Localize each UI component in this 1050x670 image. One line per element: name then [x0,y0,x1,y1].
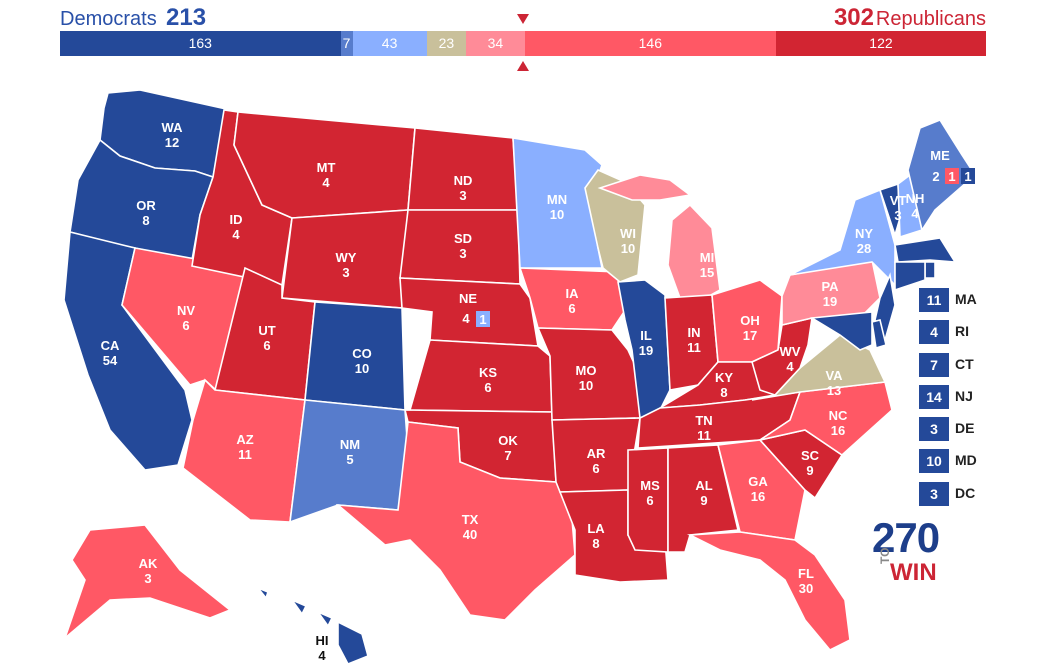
state-nm[interactable] [289,399,409,524]
hi-ev-label: 4 [318,648,326,663]
democrats-label: Democrats [60,8,157,30]
state-label-hi: HI [316,633,329,648]
logo-number: 270 [872,514,940,561]
bar-segment-likely-dem[interactable]: 7 [340,31,353,56]
nebraska-district: 1 [476,311,490,327]
state-ar[interactable] [551,417,641,493]
republicans-label: Republicans [875,8,986,30]
me-district-atlarge-box[interactable] [929,168,943,184]
small-state-ev-box[interactable]: 10 [919,449,949,474]
state-mt[interactable] [233,111,416,219]
state-ny[interactable] [789,188,896,287]
small-state-abbr: RI [955,323,969,340]
state-ak[interactable] [63,524,232,641]
state-sd[interactable] [399,209,521,285]
state-de[interactable] [871,319,887,350]
270towin-logo: 270 TO WIN [872,516,952,586]
me-district-2-box[interactable] [945,168,959,184]
small-states-legend: 11 MA 4 RI 7 CT 14 NJ 3 DE 10 MD 3 DC [919,288,989,514]
small-state-ev-box[interactable]: 11 [919,288,949,312]
small-state-ma[interactable]: 11 MA [919,288,989,320]
270-marker-bottom-icon [517,61,529,71]
small-state-de[interactable]: 3 DE [919,417,989,449]
state-az[interactable] [182,378,306,523]
small-state-abbr: CT [955,355,974,372]
small-state-dc[interactable]: 3 DC [919,481,989,514]
republicans-total: 302 [833,4,874,31]
small-state-abbr: DC [955,484,976,501]
state-wv[interactable] [751,316,813,396]
small-state-ev-box[interactable]: 7 [919,352,949,377]
state-ks[interactable] [408,339,553,413]
state-abbr: HI [316,633,329,648]
bar-segment-lean-dem[interactable]: 43 [352,31,427,56]
tally-header: Democrats 213 302 Republicans [60,2,986,32]
bar-segment-likely-rep[interactable]: 146 [524,31,776,56]
bar-segment-safe-dem[interactable]: 163 [60,31,341,56]
ne-district-2-box[interactable] [476,311,490,327]
small-state-ri[interactable]: 4 RI [919,320,989,352]
small-state-abbr: MD [955,452,977,469]
state-ga[interactable] [717,439,806,541]
small-state-md[interactable]: 10 MD [919,449,989,481]
small-state-abbr: NJ [955,387,973,404]
state-oh[interactable] [711,279,783,363]
small-state-ev-box[interactable]: 3 [919,481,949,506]
270-marker-top-icon [517,14,529,24]
state-md[interactable] [809,311,873,351]
state-ct[interactable] [894,261,926,292]
state-nd[interactable] [407,127,519,211]
small-state-ct[interactable]: 7 CT [919,352,989,385]
me-district-1-box[interactable] [961,168,975,184]
state-co[interactable] [304,301,406,411]
small-state-ev-box[interactable]: 3 [919,417,949,442]
logo-win: WIN [890,559,937,586]
state-hi[interactable] [255,586,369,666]
democrats-total: 213 [166,4,207,31]
state-ms[interactable] [627,447,669,553]
small-state-ev-box[interactable]: 14 [919,384,949,409]
electoral-vote-bar: 163 7 43 23 34 146 122 [60,31,986,56]
bar-segment-safe-rep[interactable]: 122 [775,31,986,56]
bar-segment-tossup[interactable]: 23 [426,31,467,56]
state-ri[interactable] [924,261,936,279]
state-fl[interactable] [686,531,851,651]
small-state-nj[interactable]: 14 NJ [919,384,989,417]
bar-segment-lean-rep[interactable]: 34 [466,31,525,56]
state-ma[interactable] [894,237,957,263]
maine-districts: 2 1 1 [929,168,975,184]
state-ne[interactable] [399,277,539,347]
state-wy[interactable] [281,209,409,309]
small-state-abbr: DE [955,420,975,437]
state-tx[interactable] [335,421,576,621]
small-state-ev-box[interactable]: 4 [919,320,949,345]
small-state-abbr: MA [955,291,977,307]
